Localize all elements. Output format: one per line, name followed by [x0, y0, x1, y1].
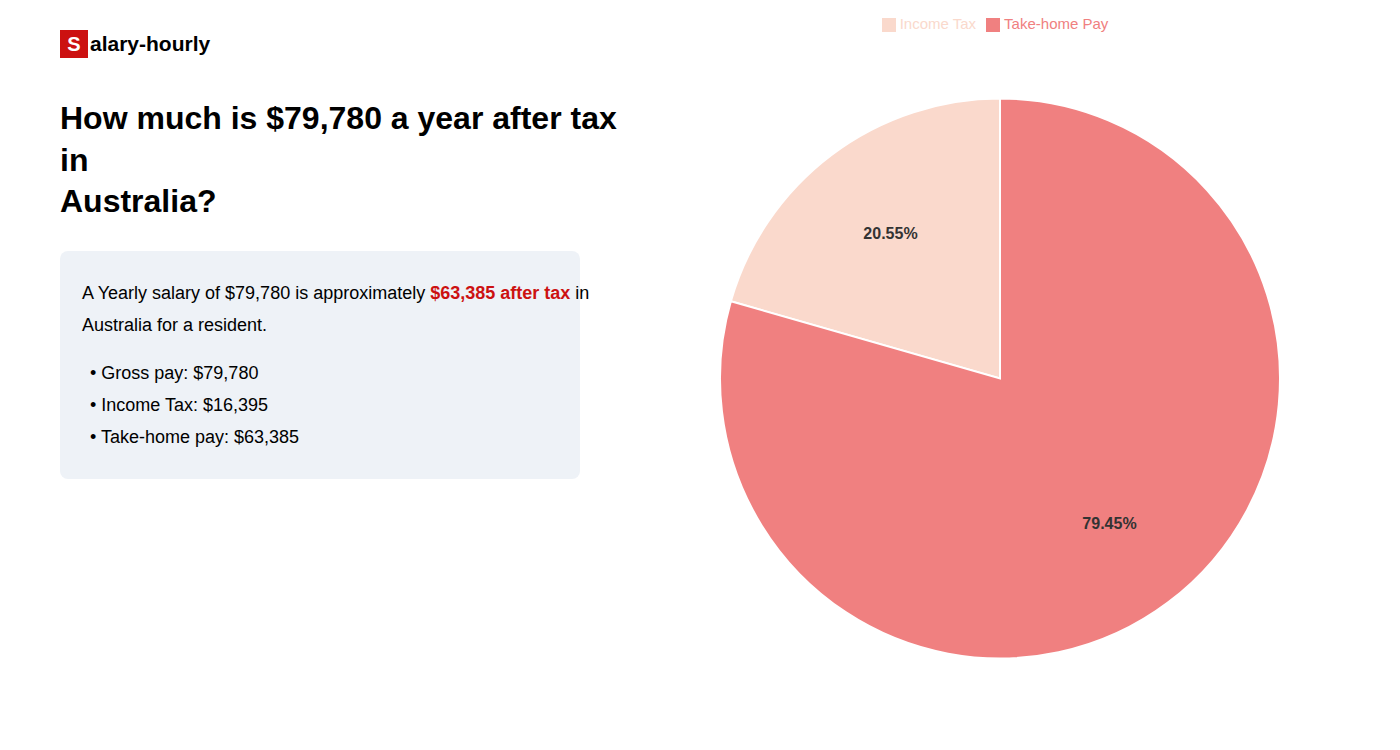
- html-text:Income Tax: Income Tax: [899, 15, 977, 32]
- html-text:• Gross pay: $79,780: • Gross pay: $79,780: [90, 362, 259, 383]
- html-text:Australia for a resident.: Australia for a resident.: [82, 314, 268, 335]
- svg-text:20.55%: 20.55%: [863, 225, 917, 242]
- html-text:S: S: [67, 32, 81, 55]
- html-text:A Yearly salary of $79,780 is: A Yearly salary of $79,780 is approximat…: [82, 282, 590, 303]
- html-text:Take-home Pay: Take-home Pay: [1004, 15, 1109, 32]
- html-text:How much is $79,780 a year aft: How much is $79,780 a year after tax in …: [60, 100, 617, 220]
- html-text:alary-hourly: alary-hourly: [90, 32, 211, 55]
- html-text:• Take-home pay: $63,385: • Take-home pay: $63,385: [90, 426, 300, 447]
- html-text:• Income Tax: $16,395: • Income Tax: $16,395: [90, 394, 269, 415]
- svg-text:79.45%: 79.45%: [1082, 515, 1136, 532]
